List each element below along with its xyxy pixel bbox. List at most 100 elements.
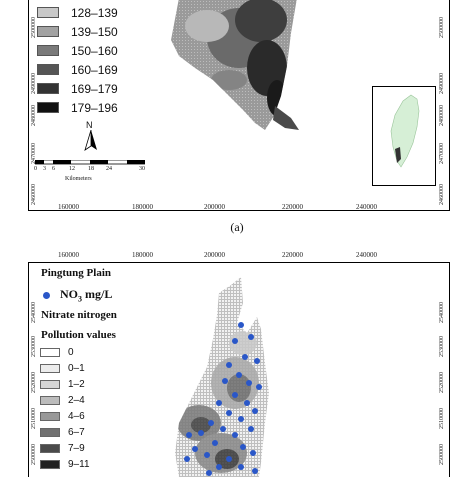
legend-a-swatch: [37, 64, 59, 75]
y-tick-b: 2530000: [31, 336, 37, 357]
sample-point: [244, 400, 250, 406]
scale-tick: 0: [34, 166, 37, 172]
legend-b-item: 6–7: [40, 427, 85, 438]
map-title: Pingtung Plain: [41, 267, 111, 279]
sample-point: [192, 446, 198, 452]
variable-label: Nitrate nitrogen: [41, 309, 117, 321]
sample-point: [216, 400, 222, 406]
sample-point: [242, 354, 248, 360]
y-tick-a-right: 2480000: [439, 105, 445, 126]
x-tick-b: 160000: [58, 251, 79, 259]
y-tick-a: 2500000: [31, 17, 37, 38]
legend-b-swatch: [40, 444, 60, 453]
points-legend-label: NO3 mg/L: [60, 287, 112, 303]
legend-a-label: 179–196: [71, 100, 118, 115]
sample-point: [256, 384, 262, 390]
scale-bar: 0 3 6 12 18 24 30 Kilometers: [34, 160, 145, 190]
legend-b-label: 6–7: [68, 427, 85, 438]
legend-b-item: 9–11: [40, 459, 90, 470]
x-tick-a: 180000: [132, 203, 153, 211]
legend-b-item: 0: [40, 347, 74, 358]
y-tick-b: 2510000: [31, 408, 37, 429]
scale-tick: 3: [43, 166, 46, 172]
legend-b-title: Pollution values: [41, 329, 116, 341]
legend-b-label: 0: [68, 347, 74, 358]
sample-point: [248, 426, 254, 432]
legend-a-swatch: [37, 102, 59, 113]
legend-a-label: 160–169: [71, 62, 118, 77]
legend-b-swatch: [40, 348, 60, 357]
legend-b-item: 0–1: [40, 363, 85, 374]
sample-point: [238, 464, 244, 470]
point-legend-dot-icon: [43, 291, 50, 299]
sample-point: [220, 426, 226, 432]
legend-b-swatch: [40, 460, 60, 469]
legend-b-item: 1–2: [40, 379, 85, 390]
map-b-canvas: [175, 277, 269, 477]
legend-a-item: 169–179: [37, 81, 118, 96]
legend-a-item: 179–196: [37, 100, 118, 115]
sample-point: [212, 440, 218, 446]
legend-a-label: 169–179: [71, 81, 118, 96]
x-tick-b: 180000: [132, 251, 153, 259]
map-panel-b: Pingtung Plain NO3 mg/L Nitrate nitrogen…: [28, 262, 450, 477]
taiwan-inset-icon: [390, 94, 420, 168]
legend-a-swatch: [37, 83, 59, 94]
legend-b-item: 7–9: [40, 443, 85, 454]
y-tick-a-right: 2500000: [439, 17, 445, 38]
sample-point: [186, 432, 192, 438]
legend-b-label: 1–2: [68, 379, 85, 390]
sample-point: [238, 322, 244, 328]
legend-b-item: 4–6: [40, 411, 85, 422]
x-tick-b: 220000: [282, 251, 303, 259]
y-tick-a: 2490000: [31, 73, 37, 94]
legend-a-swatch: [37, 45, 59, 56]
x-tick-b: 240000: [356, 251, 377, 259]
legend-a-item: 128–139: [37, 6, 118, 20]
y-tick-b-right: 2520000: [439, 372, 445, 393]
scale-tick: 18: [88, 166, 94, 172]
sample-point: [238, 416, 244, 422]
sample-point: [184, 456, 190, 462]
legend-a-label: 139–150: [71, 24, 118, 39]
legend-a-item: 139–150: [37, 24, 118, 39]
x-tick-b: 200000: [204, 251, 225, 259]
sample-point: [248, 334, 254, 340]
sample-point: [240, 444, 246, 450]
legend-a-swatch: [37, 26, 59, 37]
plain-region-a: [171, 0, 299, 130]
x-tick-a: 200000: [204, 203, 225, 211]
legend-a-item: 150–160: [37, 43, 118, 58]
x-tick-a: 220000: [282, 203, 303, 211]
inset-map: [372, 86, 436, 186]
scale-tick: 6: [52, 166, 55, 172]
y-tick-b: 2500000: [31, 444, 37, 465]
y-tick-a: 2470000: [31, 143, 37, 164]
y-tick-b-right: 2510000: [439, 408, 445, 429]
legend-b-swatch: [40, 364, 60, 373]
x-tick-a: 160000: [58, 203, 79, 211]
sample-point: [226, 362, 232, 368]
sample-points: [184, 322, 262, 476]
sample-point: [206, 470, 212, 476]
scale-unit: Kilometers: [65, 176, 92, 182]
scale-tick: 12: [69, 166, 75, 172]
points-subscript: 3: [78, 294, 82, 304]
sample-point: [236, 372, 242, 378]
legend-b-swatch: [40, 428, 60, 437]
legend-b-item: 2–4: [40, 395, 85, 406]
sample-point: [254, 358, 260, 364]
sample-point: [246, 380, 252, 386]
sample-point: [252, 468, 258, 474]
y-tick-b: 2520000: [31, 372, 37, 393]
legend-b-label: 9–11: [68, 459, 90, 470]
sample-point: [232, 432, 238, 438]
legend-b-label: 2–4: [68, 395, 85, 406]
plain-region-b: [175, 277, 269, 477]
points-unit: mg/L: [82, 287, 113, 301]
scale-tick: 24: [106, 166, 112, 172]
map-a-canvas: [171, 0, 299, 130]
legend-a-label: 150–160: [71, 43, 118, 58]
legend-b-label: 4–6: [68, 411, 85, 422]
points-legend: NO3 mg/L: [43, 287, 112, 303]
